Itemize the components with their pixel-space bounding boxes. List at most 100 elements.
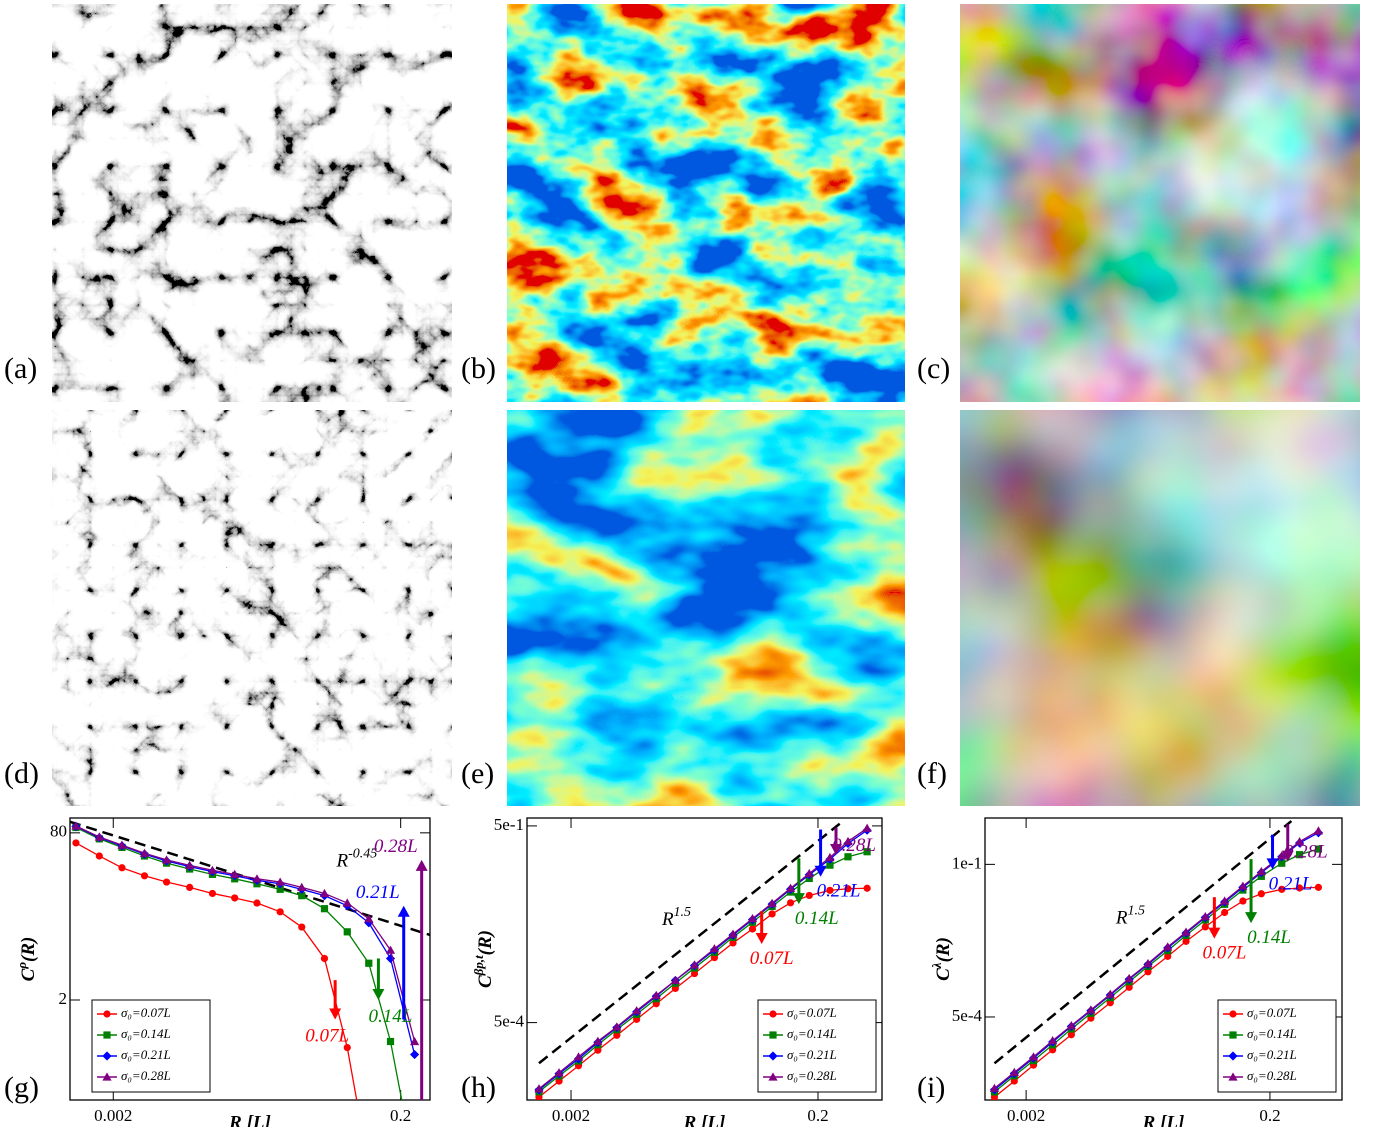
marker <box>1105 989 1115 998</box>
marker <box>786 899 795 907</box>
arrow-label: 0.14L <box>368 1006 412 1027</box>
marker <box>989 1083 1000 1092</box>
y-label-sup: βp,t <box>471 955 486 976</box>
panel-label: (a) <box>4 352 37 385</box>
marker <box>1009 1067 1019 1076</box>
marker <box>1181 927 1191 936</box>
marker <box>1124 973 1134 983</box>
marker <box>1200 912 1210 921</box>
marker <box>117 840 127 849</box>
arrow-label: 0.21L <box>1269 873 1313 894</box>
arrow-label: 0.28L <box>832 835 876 856</box>
marker <box>230 869 240 878</box>
y-label-base: C <box>475 975 496 988</box>
marker <box>863 884 871 892</box>
panel-label: (c) <box>917 352 950 385</box>
y-tick-label: 5e-1 <box>494 815 524 834</box>
arrow-label: 0.28L <box>1284 842 1328 863</box>
marker <box>1067 1031 1075 1039</box>
arrow-label: 0.07L <box>750 948 794 969</box>
marker <box>1256 866 1266 876</box>
marker <box>139 848 150 857</box>
arrow-label: 0.14L <box>1247 927 1291 948</box>
legend-label: σ₀=0.28L <box>1247 1068 1297 1083</box>
y-label-base: C <box>18 968 39 981</box>
arrow-head <box>329 1008 342 1020</box>
ref-base: R <box>661 909 674 930</box>
plot-frame <box>69 817 431 1101</box>
marker <box>231 894 239 902</box>
marker <box>689 960 700 969</box>
marker <box>364 914 374 923</box>
y-tick-label: 5e-4 <box>494 1012 525 1031</box>
marker <box>612 1022 622 1031</box>
ref-base: R <box>336 851 349 872</box>
arrow-head <box>1245 912 1258 924</box>
marker <box>140 872 149 880</box>
legend-label: σ₀=0.14L <box>121 1026 171 1041</box>
marker <box>1221 908 1229 917</box>
marker <box>785 883 796 892</box>
x-axis-label: R [L] <box>1142 1112 1185 1127</box>
marker <box>768 910 776 918</box>
series <box>989 826 1324 1092</box>
marker <box>728 929 738 938</box>
marker <box>768 1072 778 1081</box>
marker <box>71 821 81 830</box>
marker <box>748 925 757 933</box>
y-tick-label: 2 <box>59 989 68 1008</box>
marker <box>554 1068 564 1077</box>
series <box>534 823 872 1093</box>
x-tick-label: 0.2 <box>390 1106 411 1125</box>
marker <box>320 905 329 913</box>
y-tick-label: 80 <box>50 822 67 841</box>
chart: 0.002 0.2 2 80 R [L] Cρ(R) R-0.45 0.07L 0.14L 0.2… <box>14 817 431 1127</box>
reference-label: R1.5 <box>661 905 691 930</box>
marker <box>343 1043 351 1052</box>
plot-frame <box>984 817 1343 1101</box>
arrow-label: 0.21L <box>356 882 400 903</box>
marker <box>276 885 284 893</box>
marker <box>103 1031 111 1039</box>
x-axis-label: R [L] <box>683 1112 726 1127</box>
marker <box>386 1037 395 1046</box>
marker <box>94 832 104 841</box>
y-label-arg: (R) <box>18 937 39 962</box>
arrow-head <box>1281 850 1294 862</box>
marker <box>1295 851 1304 859</box>
marker <box>161 855 172 864</box>
marker <box>573 1052 584 1061</box>
marker <box>1228 1051 1238 1061</box>
y-label-arg: (R) <box>933 937 954 962</box>
plot-frame <box>526 817 883 1101</box>
series <box>535 884 871 1100</box>
marker <box>95 852 103 860</box>
arrow-label: 0.21L <box>817 881 861 902</box>
x-tick-label: 0.002 <box>94 1106 132 1125</box>
marker <box>276 908 284 916</box>
marker <box>185 860 195 869</box>
marker <box>1257 890 1265 898</box>
marker <box>186 883 194 891</box>
marker <box>298 923 306 931</box>
arrow-label: 0.07L <box>1202 943 1246 964</box>
y-axis-label: Cρ(R) <box>14 937 39 982</box>
arrow-label: 0.28L <box>374 836 418 857</box>
marker <box>385 953 396 964</box>
image-panel <box>960 410 1360 806</box>
series-line <box>75 842 358 1100</box>
marker <box>769 1031 777 1039</box>
reference-label: R1.5 <box>1115 904 1145 929</box>
marker <box>1144 968 1152 976</box>
marker <box>651 990 661 999</box>
ref-base: R <box>1115 908 1128 929</box>
series-line <box>994 832 1319 1091</box>
legend-label: σ₀=0.21L <box>787 1047 837 1062</box>
reference-line <box>993 820 1293 1065</box>
image-panel <box>507 410 905 806</box>
marker <box>162 878 171 886</box>
marker <box>1163 942 1173 951</box>
y-tick-label: 1e-1 <box>952 853 982 872</box>
